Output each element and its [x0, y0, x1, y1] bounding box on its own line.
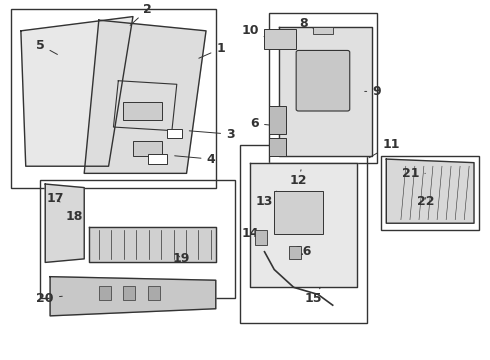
Text: 6: 6 — [250, 117, 269, 130]
Text: 10: 10 — [241, 24, 269, 39]
Bar — [270, 13, 376, 163]
Text: 12: 12 — [290, 170, 307, 187]
Polygon shape — [84, 20, 206, 174]
Text: 8: 8 — [299, 17, 316, 30]
Bar — [133, 141, 162, 156]
Bar — [147, 285, 160, 300]
Text: 7: 7 — [270, 138, 282, 151]
Text: 22: 22 — [416, 195, 434, 208]
Bar — [270, 106, 287, 134]
Text: 9: 9 — [365, 85, 381, 98]
Bar — [99, 285, 111, 300]
Text: 15: 15 — [304, 287, 322, 305]
Bar — [147, 154, 167, 165]
Polygon shape — [386, 159, 474, 223]
Text: 16: 16 — [295, 245, 312, 258]
Text: 21: 21 — [402, 167, 425, 180]
Text: 2: 2 — [130, 3, 152, 26]
Text: 19: 19 — [173, 252, 190, 265]
Bar — [167, 129, 182, 138]
Bar — [11, 9, 216, 188]
Text: 18: 18 — [66, 210, 83, 222]
Text: 5: 5 — [36, 39, 57, 54]
Text: 3: 3 — [189, 128, 235, 141]
Bar — [123, 285, 135, 300]
Polygon shape — [89, 227, 216, 262]
Polygon shape — [50, 277, 216, 316]
Bar — [265, 29, 296, 49]
Text: 13: 13 — [256, 191, 277, 208]
Text: 20: 20 — [36, 292, 62, 305]
Text: 17: 17 — [46, 192, 64, 205]
Text: 4: 4 — [174, 153, 215, 166]
Text: 14: 14 — [241, 228, 262, 240]
Bar — [381, 156, 479, 230]
Polygon shape — [45, 184, 84, 262]
Bar — [289, 246, 301, 259]
Polygon shape — [21, 17, 133, 166]
FancyBboxPatch shape — [296, 50, 350, 111]
Bar — [255, 230, 267, 244]
Bar — [313, 27, 333, 35]
Bar — [123, 102, 162, 120]
Bar — [270, 138, 287, 156]
Text: 11: 11 — [369, 138, 400, 158]
Bar — [240, 145, 367, 323]
Polygon shape — [279, 27, 372, 156]
Polygon shape — [250, 163, 357, 287]
Text: 1: 1 — [199, 42, 225, 58]
Bar — [40, 180, 235, 298]
Bar — [274, 191, 323, 234]
